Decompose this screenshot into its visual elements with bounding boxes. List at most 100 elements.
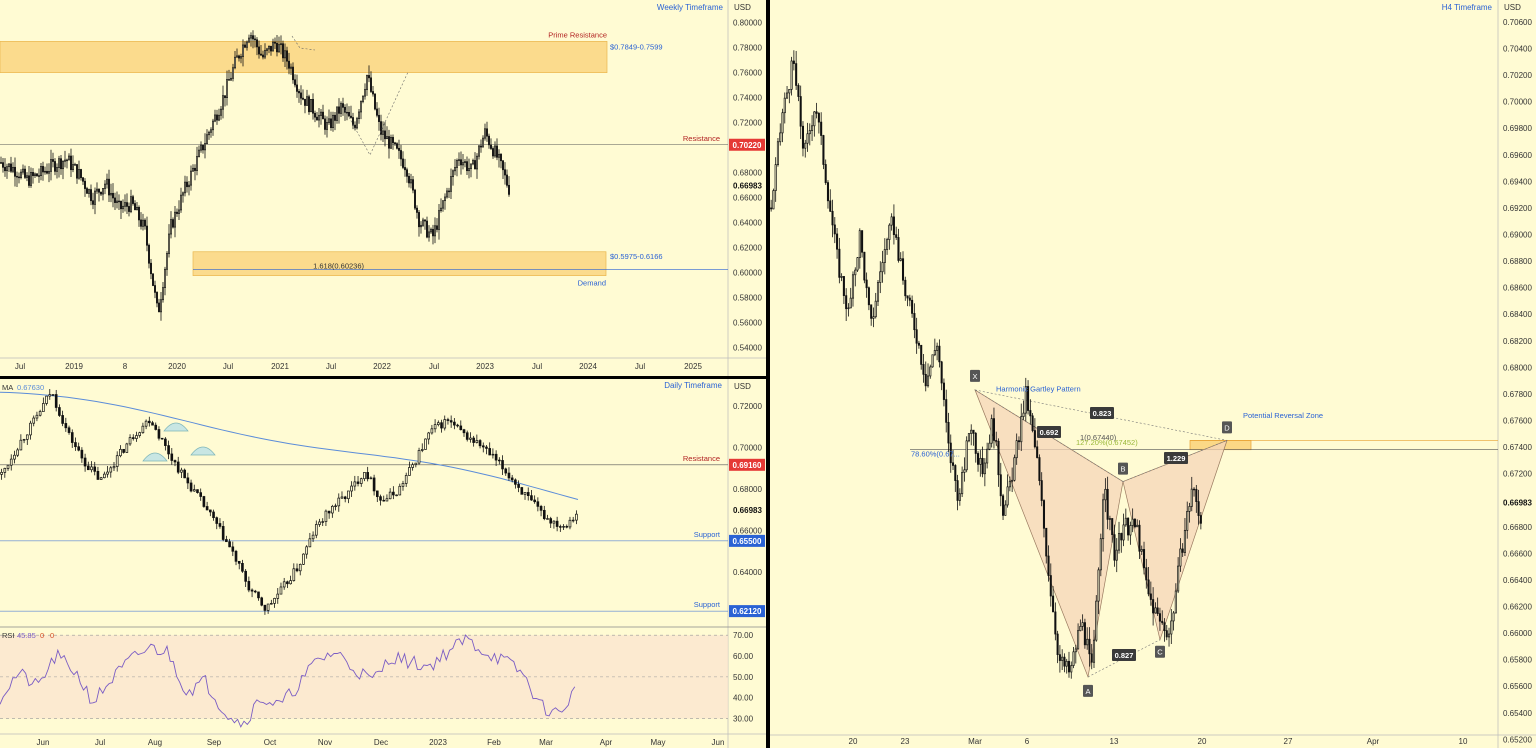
daily-candle[interactable] <box>350 485 353 492</box>
h4-candle[interactable] <box>1172 612 1175 622</box>
weekly-candle[interactable] <box>114 197 116 203</box>
weekly-candle[interactable] <box>50 159 52 172</box>
weekly-candle[interactable] <box>132 196 134 204</box>
daily-candle[interactable] <box>379 496 382 501</box>
h4-candle[interactable] <box>1190 488 1193 507</box>
daily-candle[interactable] <box>38 411 42 416</box>
daily-candle[interactable] <box>151 422 154 426</box>
h4-candle[interactable] <box>1017 440 1021 443</box>
weekly-candle[interactable] <box>450 176 452 192</box>
weekly-candle[interactable] <box>82 177 84 182</box>
daily-candle[interactable] <box>327 510 331 514</box>
weekly-candle[interactable] <box>332 114 334 129</box>
h4-candle[interactable] <box>924 373 927 387</box>
h4-candle[interactable] <box>776 141 779 165</box>
weekly-candle[interactable] <box>156 292 158 304</box>
h4-candle[interactable] <box>940 361 943 384</box>
weekly-candle[interactable] <box>250 35 252 39</box>
h4-candle[interactable] <box>1097 569 1100 602</box>
weekly-candle[interactable] <box>422 219 424 226</box>
weekly-candle[interactable] <box>150 262 152 275</box>
daily-candle[interactable] <box>542 509 546 520</box>
daily-candle[interactable] <box>530 495 533 501</box>
weekly-candle[interactable] <box>430 228 432 233</box>
weekly-candle[interactable] <box>272 41 274 52</box>
daily-candle[interactable] <box>144 420 148 427</box>
weekly-candle[interactable] <box>440 207 442 212</box>
daily-candle[interactable] <box>74 442 77 448</box>
daily-candle[interactable] <box>86 465 90 471</box>
h4-candle[interactable] <box>1147 579 1150 595</box>
weekly-candle[interactable] <box>8 163 10 168</box>
weekly-candle[interactable] <box>190 170 192 186</box>
weekly-candle[interactable] <box>180 194 182 211</box>
daily-candle[interactable] <box>575 513 578 521</box>
h4-candle[interactable] <box>1054 611 1057 635</box>
daily-candle[interactable] <box>70 432 74 443</box>
weekly-candle[interactable] <box>230 77 232 81</box>
daily-candle[interactable] <box>398 485 402 496</box>
daily-candle[interactable] <box>160 437 164 440</box>
daily-candle[interactable] <box>298 563 302 572</box>
daily-candle[interactable] <box>212 511 215 519</box>
daily-candle[interactable] <box>453 421 456 426</box>
h4-candle[interactable] <box>1140 549 1143 552</box>
daily-candle[interactable] <box>520 487 524 495</box>
weekly-candle[interactable] <box>88 189 90 194</box>
daily-candle[interactable] <box>279 586 283 595</box>
weekly-candle[interactable] <box>90 189 92 202</box>
weekly-candle[interactable] <box>142 219 144 227</box>
weekly-candle[interactable] <box>92 200 94 205</box>
daily-candle[interactable] <box>22 439 26 441</box>
h4-candle[interactable] <box>1006 486 1009 506</box>
daily-candle[interactable] <box>266 603 270 611</box>
weekly-candle[interactable] <box>370 77 372 92</box>
weekly-candle[interactable] <box>492 148 494 157</box>
weekly-candle[interactable] <box>84 180 86 189</box>
h4-candle[interactable] <box>983 462 986 475</box>
daily-candle[interactable] <box>353 481 357 487</box>
daily-candle[interactable] <box>176 461 180 473</box>
weekly-candle[interactable] <box>116 200 118 203</box>
weekly-candle[interactable] <box>416 207 418 213</box>
h4-candle[interactable] <box>770 207 773 210</box>
h4-candle[interactable] <box>995 440 998 442</box>
weekly-candle[interactable] <box>426 220 428 238</box>
daily-candle[interactable] <box>478 440 482 447</box>
weekly-candle[interactable] <box>378 114 380 122</box>
weekly-candle[interactable] <box>394 142 396 144</box>
weekly-candle[interactable] <box>446 190 448 198</box>
weekly-candle[interactable] <box>232 67 234 79</box>
daily-candle[interactable] <box>562 526 565 528</box>
h4-candle[interactable] <box>1106 488 1109 520</box>
daily-candle[interactable] <box>539 506 543 511</box>
weekly-candle[interactable] <box>58 158 60 168</box>
h4-candle[interactable] <box>904 279 907 297</box>
daily-candle[interactable] <box>125 443 129 453</box>
h4-candle[interactable] <box>1027 386 1030 411</box>
daily-candle[interactable] <box>16 449 19 456</box>
h4-candle[interactable] <box>897 237 900 261</box>
weekly-candle[interactable] <box>70 155 72 171</box>
weekly-candle[interactable] <box>148 244 150 264</box>
daily-candle[interactable] <box>369 477 373 480</box>
daily-candle[interactable] <box>494 453 498 461</box>
h4-candle[interactable] <box>783 97 786 114</box>
h4-candle[interactable] <box>824 164 827 183</box>
h4-candle[interactable] <box>1047 555 1050 576</box>
weekly-candle[interactable] <box>296 84 298 92</box>
daily-candle[interactable] <box>501 460 504 470</box>
daily-candle[interactable] <box>443 419 447 429</box>
weekly-candle[interactable] <box>102 188 104 195</box>
weekly-candle[interactable] <box>212 120 214 131</box>
weekly-candle[interactable] <box>400 150 402 160</box>
weekly-candle[interactable] <box>164 268 166 288</box>
daily-candle[interactable] <box>128 437 132 445</box>
h4-candle[interactable] <box>1083 622 1086 646</box>
weekly-candle[interactable] <box>352 117 354 126</box>
daily-candle[interactable] <box>103 473 106 479</box>
weekly-candle[interactable] <box>6 166 8 172</box>
weekly-candle[interactable] <box>348 111 350 117</box>
weekly-candle[interactable] <box>390 137 392 149</box>
daily-candle[interactable] <box>437 422 440 425</box>
